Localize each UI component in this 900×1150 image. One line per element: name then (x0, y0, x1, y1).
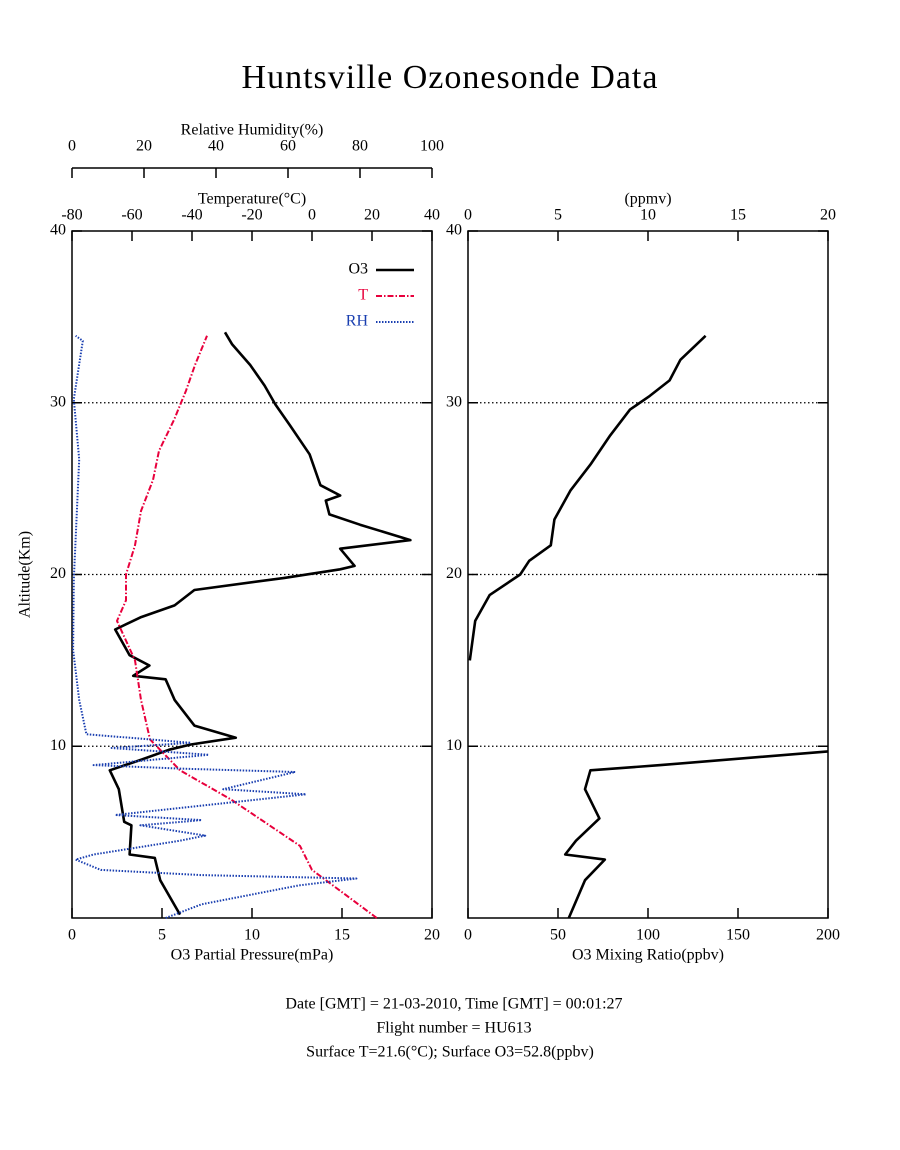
x3-axis-label: Relative Humidity(%) (181, 122, 324, 139)
series-line (468, 334, 829, 919)
x-tick-label: 50 (550, 927, 566, 944)
x2-tick-label: 20 (364, 207, 380, 224)
y-tick-label: 10 (50, 737, 66, 754)
footer-line: Surface T=21.6(°C); Surface O3=52.8(ppbv… (306, 1044, 594, 1061)
footer-line: Date [GMT] = 21-03-2010, Time [GMT] = 00… (285, 996, 622, 1013)
x2-tick-label: 0 (308, 207, 316, 224)
x2-axis-label: (ppmv) (624, 191, 671, 208)
y-tick-label: 30 (50, 393, 66, 410)
y-tick-label: 20 (446, 565, 462, 582)
y-tick-label: 30 (446, 393, 462, 410)
x-tick-label: 150 (726, 927, 750, 944)
x2-tick-label: 40 (424, 207, 440, 224)
x3-tick-label: 80 (352, 138, 368, 155)
x2-axis-label: Temperature(°C) (198, 191, 306, 208)
footer-line: Flight number = HU613 (376, 1020, 531, 1037)
x3-tick-label: 60 (280, 138, 296, 155)
legend-label: O3 (348, 261, 368, 278)
x-axis-label: O3 Partial Pressure(mPa) (171, 947, 334, 964)
x2-tick-label: -80 (61, 207, 82, 224)
x-tick-label: 100 (636, 927, 660, 944)
x3-tick-label: 40 (208, 138, 224, 155)
x3-tick-label: 20 (136, 138, 152, 155)
x-tick-label: 20 (424, 927, 440, 944)
y-tick-label: 40 (50, 222, 66, 239)
x2-tick-label: -60 (121, 207, 142, 224)
x-tick-label: 200 (816, 927, 840, 944)
y-tick-label: 10 (446, 737, 462, 754)
y-axis-label: Altitude(Km) (17, 531, 34, 618)
x2-tick-label: 20 (820, 207, 836, 224)
x-tick-label: 15 (334, 927, 350, 944)
x2-tick-label: 15 (730, 207, 746, 224)
x-tick-label: 10 (244, 927, 260, 944)
x2-tick-label: 0 (464, 207, 472, 224)
series-line (108, 331, 412, 916)
x2-tick-label: -20 (241, 207, 262, 224)
legend-label: T (358, 287, 368, 304)
x-axis-label: O3 Mixing Ratio(ppbv) (572, 947, 724, 964)
legend-label: RH (346, 313, 369, 330)
y-tick-label: 40 (446, 222, 462, 239)
series-line (72, 334, 358, 919)
x-tick-label: 0 (68, 927, 76, 944)
y-tick-label: 20 (50, 565, 66, 582)
x2-tick-label: -40 (181, 207, 202, 224)
x2-tick-label: 5 (554, 207, 562, 224)
x2-tick-label: 10 (640, 207, 656, 224)
x-tick-label: 5 (158, 927, 166, 944)
x3-tick-label: 0 (68, 138, 76, 155)
series-line (116, 335, 378, 919)
x-tick-label: 0 (464, 927, 472, 944)
chart-title: Huntsville Ozonesonde Data (242, 59, 659, 96)
x3-tick-label: 100 (420, 138, 444, 155)
